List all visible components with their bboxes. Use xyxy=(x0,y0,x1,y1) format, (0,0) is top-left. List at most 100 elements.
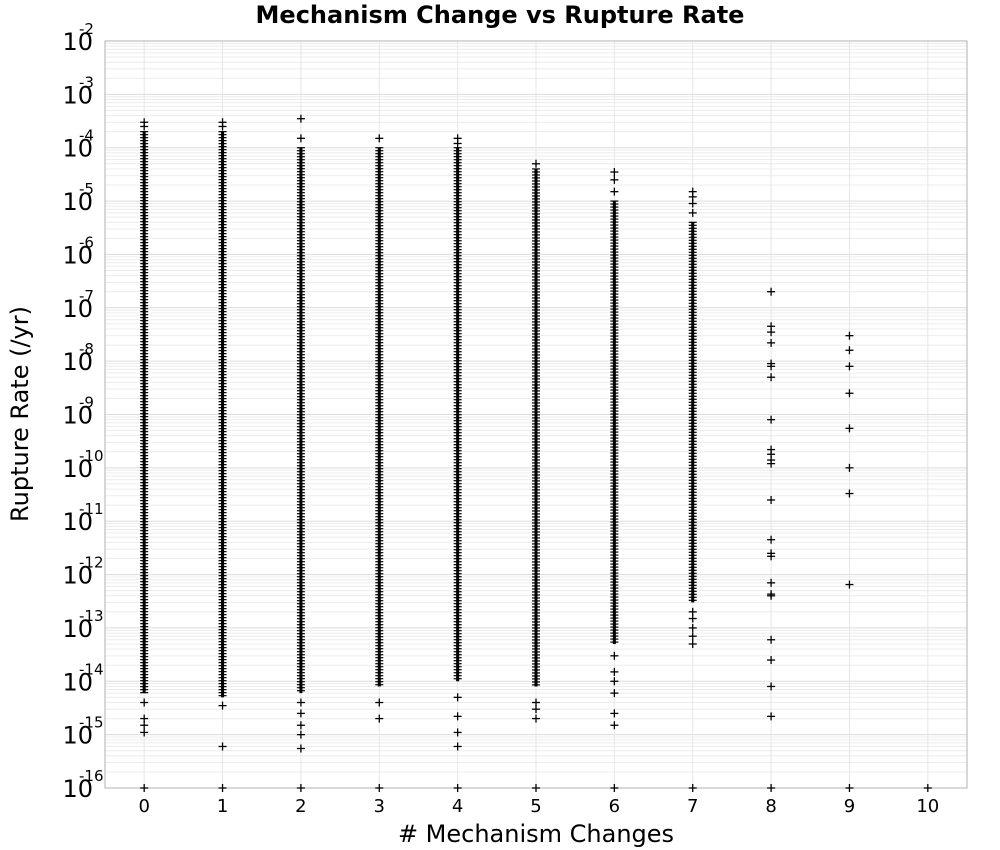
x-tick-label: 5 xyxy=(530,796,541,817)
data-points xyxy=(140,114,932,792)
dense-point-cluster xyxy=(375,147,384,687)
data-point xyxy=(688,784,697,792)
y-tick-labels: 10-1610-1510-1410-1310-1210-1110-1010-91… xyxy=(62,20,103,803)
y-tick-base: 10 xyxy=(62,81,93,109)
dense-point-cluster xyxy=(688,221,697,603)
data-point xyxy=(767,338,776,347)
data-point xyxy=(767,328,776,337)
data-point xyxy=(140,721,149,730)
y-tick-base: 10 xyxy=(62,188,93,216)
data-point xyxy=(375,784,384,792)
x-tick-label: 8 xyxy=(765,796,776,817)
data-point xyxy=(296,784,305,792)
data-point xyxy=(767,415,776,424)
data-point xyxy=(688,639,697,648)
x-tick-label: 2 xyxy=(295,796,306,817)
y-tick-exponent: -12 xyxy=(79,554,104,572)
data-point xyxy=(532,714,540,723)
data-point xyxy=(767,495,776,504)
y-tick-base: 10 xyxy=(62,402,93,430)
y-tick-exponent: -14 xyxy=(79,660,104,678)
data-point xyxy=(218,118,227,127)
data-point xyxy=(845,489,854,498)
y-axis-label: Rupture Rate (/yr) xyxy=(6,306,34,522)
y-tick-base: 10 xyxy=(62,615,93,643)
data-point xyxy=(923,784,932,792)
y-tick-exponent: -2 xyxy=(79,20,94,38)
x-tick-labels: 0 1 2 3 4 5 6 7 8 9 10 xyxy=(138,796,939,817)
y-tick-exponent: -4 xyxy=(79,127,94,145)
data-point xyxy=(688,614,697,623)
data-point xyxy=(140,122,149,131)
data-point xyxy=(688,208,697,217)
data-point xyxy=(296,114,305,123)
y-tick-base: 10 xyxy=(62,508,93,536)
y-tick-exponent: -16 xyxy=(79,767,104,785)
data-point xyxy=(767,578,776,587)
data-point xyxy=(610,721,619,730)
data-point xyxy=(532,705,540,714)
y-tick-exponent: -9 xyxy=(79,394,94,412)
data-point xyxy=(296,709,305,718)
data-point xyxy=(610,175,619,184)
y-tick-base: 10 xyxy=(62,348,93,376)
x-tick-label: 4 xyxy=(452,796,463,817)
x-tick-label: 10 xyxy=(916,796,939,817)
data-point xyxy=(845,463,854,472)
data-point xyxy=(845,424,854,433)
x-tick-label: 3 xyxy=(374,796,385,817)
data-point xyxy=(218,784,227,792)
data-point xyxy=(296,134,305,143)
data-point xyxy=(767,656,776,665)
dense-point-cluster xyxy=(453,147,462,682)
data-point xyxy=(767,591,776,600)
data-point xyxy=(767,287,776,296)
dense-point-cluster xyxy=(140,131,149,694)
data-point xyxy=(767,535,776,544)
data-point xyxy=(140,784,149,792)
data-point xyxy=(610,651,619,660)
x-tick-label: 7 xyxy=(687,796,698,817)
x-axis-label: # Mechanism Changes xyxy=(398,820,674,848)
data-point xyxy=(767,682,776,691)
dense-point-cluster xyxy=(610,200,619,644)
y-tick-base: 10 xyxy=(62,668,93,696)
data-point xyxy=(453,712,462,721)
data-point xyxy=(140,698,149,707)
x-tick-label: 0 xyxy=(138,796,149,817)
dense-point-cluster xyxy=(218,131,227,698)
y-tick-exponent: -10 xyxy=(79,447,104,465)
data-point xyxy=(532,159,540,168)
data-point xyxy=(767,552,776,561)
data-point xyxy=(610,667,619,676)
data-point xyxy=(688,632,697,641)
y-tick-exponent: -3 xyxy=(79,73,94,91)
data-point xyxy=(845,346,854,355)
data-point xyxy=(296,744,305,753)
y-tick-base: 10 xyxy=(62,135,93,163)
y-tick-exponent: -8 xyxy=(79,340,94,358)
data-point xyxy=(610,689,619,698)
data-point xyxy=(845,331,854,340)
data-point xyxy=(453,139,462,148)
y-tick-base: 10 xyxy=(62,28,93,56)
dense-point-cluster xyxy=(296,147,305,694)
data-point xyxy=(767,784,776,792)
data-point xyxy=(610,187,619,196)
y-tick-exponent: -13 xyxy=(79,607,104,625)
data-point xyxy=(767,459,776,468)
y-tick-exponent: -15 xyxy=(79,714,104,732)
data-point xyxy=(453,742,462,751)
y-tick-base: 10 xyxy=(62,562,93,590)
data-point xyxy=(453,784,462,792)
data-point xyxy=(845,389,854,398)
data-point xyxy=(610,168,619,177)
data-point xyxy=(218,701,227,710)
data-point xyxy=(140,728,149,737)
data-point xyxy=(532,784,540,792)
x-tick-label: 6 xyxy=(609,796,620,817)
x-tick-label: 9 xyxy=(844,796,855,817)
data-point xyxy=(688,199,697,208)
